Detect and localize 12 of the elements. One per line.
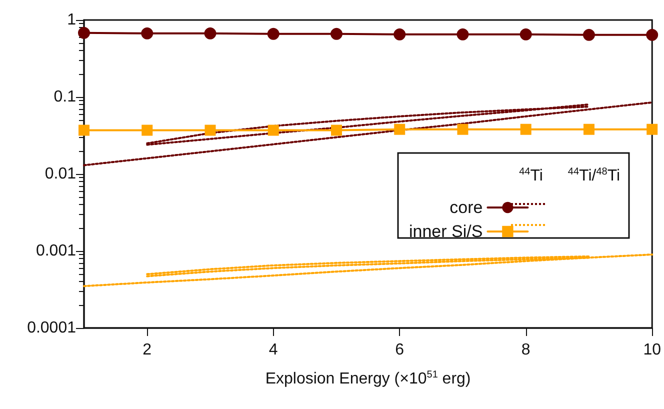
y-tick-label: 0.1 [54,88,76,106]
x-tick-label: 6 [395,342,404,358]
x-tick-label: 10 [643,342,662,358]
legend-label: inner Si/S [409,222,483,241]
y-tick-label: 1 [67,12,76,28]
x-tick-label: 8 [521,342,530,358]
legend-label: core [450,198,483,217]
y-tick-label: 0.0001 [27,320,76,336]
x-tick-label: 2 [142,342,152,358]
y-tick-label: 0.001 [36,242,76,260]
x-tick-label: 4 [268,342,278,358]
y-tick-label: 0.01 [44,166,76,182]
